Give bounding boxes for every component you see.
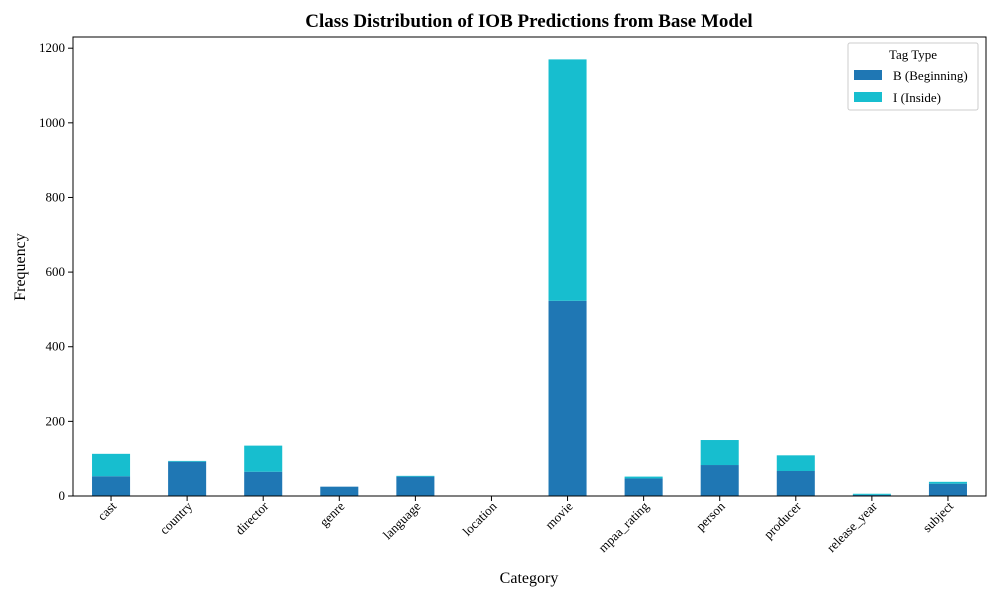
bar-country-i <box>168 460 207 462</box>
bar-producer-b <box>776 470 815 496</box>
bar-language-b <box>396 476 435 496</box>
y-tick-label: 400 <box>46 339 66 354</box>
plot-frame <box>72 36 987 497</box>
bar-language-i <box>396 475 435 477</box>
x-tick-label: movie <box>542 498 576 532</box>
y-tick-label: 1200 <box>39 40 65 55</box>
x-tick-label: country <box>157 498 196 537</box>
legend-title: Tag Type <box>889 47 937 62</box>
bar-cast-i <box>92 453 131 477</box>
legend: Tag Type B (Beginning) I (Inside) <box>847 42 979 111</box>
y-axis-label: Frequency <box>12 233 29 301</box>
bar-release_year-i <box>852 493 891 495</box>
bar-mpaa_rating-b <box>624 478 663 496</box>
x-tick-label: genre <box>316 498 347 529</box>
plot-area: 0 200 400 600 800 1000 1200 cast country director… <box>39 40 967 555</box>
bar-country-b <box>168 461 207 496</box>
x-axis-label: Category <box>500 570 559 587</box>
bar-mpaa_rating-i <box>624 476 663 479</box>
x-tick-label: person <box>693 498 728 533</box>
x-tick-label: release_year <box>823 498 880 555</box>
bar-director-i <box>244 445 283 472</box>
bar-cast-b <box>92 476 131 496</box>
y-tick-label: 800 <box>46 189 66 204</box>
bar-subject-i <box>928 481 967 484</box>
bar-genre-b <box>320 486 359 496</box>
chart-title: Class Distribution of IOB Predictions fr… <box>305 11 752 32</box>
legend-swatch-i <box>854 92 882 102</box>
x-tick-label: language <box>380 498 424 542</box>
x-tick-label: cast <box>94 498 119 523</box>
bar-producer-i <box>776 455 815 471</box>
bar-person-b <box>700 465 739 496</box>
bar-release_year-b <box>852 494 891 496</box>
bar-movie-b <box>548 300 587 496</box>
legend-label-i: I (Inside) <box>893 90 941 105</box>
bar-subject-b <box>928 483 967 496</box>
y-tick-label: 0 <box>59 488 66 503</box>
x-tick-label: mpaa_rating <box>595 498 652 555</box>
bar-director-b <box>244 471 283 496</box>
legend-swatch-b <box>854 70 882 80</box>
x-tick-label: location <box>459 498 500 539</box>
x-tick-label: producer <box>761 498 805 542</box>
x-tick-label: director <box>232 498 272 538</box>
y-tick-label: 600 <box>46 264 66 279</box>
bar-movie-i <box>548 59 587 301</box>
bar-person-i <box>700 440 739 466</box>
y-tick-label: 200 <box>46 413 66 428</box>
legend-label-b: B (Beginning) <box>893 68 968 83</box>
x-tick-label: subject <box>919 498 956 535</box>
y-tick-label: 1000 <box>39 115 65 130</box>
